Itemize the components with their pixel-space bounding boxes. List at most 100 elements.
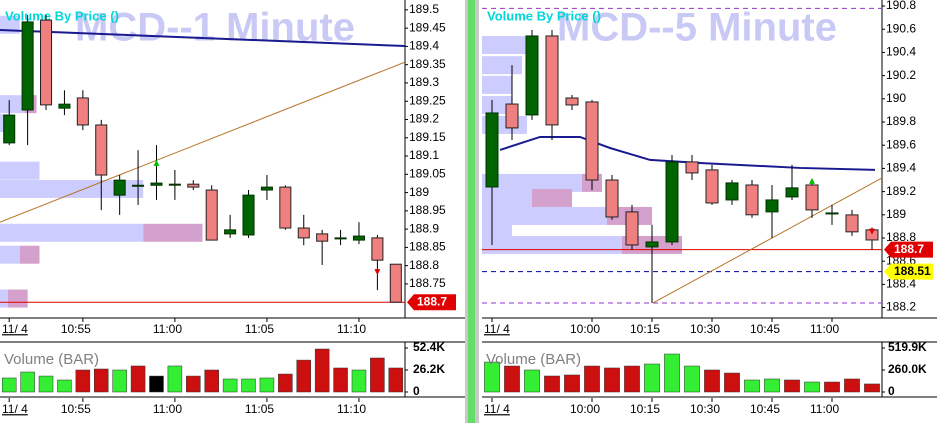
candle-body [625,211,639,246]
x-tick-label: 10:00 [570,402,600,416]
y-tick-label: 188.8 [886,230,916,244]
volume-bar [38,375,54,393]
overlay-line [0,61,406,223]
x-tick-label: 11:10 [337,322,366,336]
candle-body [21,21,34,111]
vbp-up [0,223,144,242]
volume-bar [204,369,219,393]
y-tick-label: 188.75 [409,276,446,290]
vbp-up [482,173,582,192]
volume-bar [259,377,275,393]
y-tick-label: 519.9K [888,340,927,354]
volume-bar [167,365,183,393]
candle-body [585,101,599,181]
x-tick-label: 11:00 [810,322,839,336]
price-level-label: 188.51 [894,264,931,278]
candle-body [705,169,719,204]
candle-body [260,186,273,191]
y-tick-label: 189.8 [886,114,916,128]
y-tick-label: 188.85 [409,240,446,254]
volume-bar [314,348,330,393]
y-tick-label: 189.6 [886,137,916,151]
candle-body [279,186,292,229]
candle-body [745,184,759,216]
vbp-up [0,245,20,264]
candle-body [525,35,539,116]
vbp-up [482,206,607,225]
candle-body [132,184,145,187]
volume-title: Volume (BAR) [4,351,99,368]
candle-body [187,183,200,188]
x-tick-label: 10:55 [61,322,91,336]
volume-bar [764,378,780,393]
volume-bar [804,381,820,393]
volume-bar [20,371,35,393]
y-tick-label: 190.4 [886,45,916,59]
volume-bar [388,367,404,393]
volume-bar [504,365,520,393]
vbp-up [482,75,512,94]
subtitle: Volume By Price () [5,8,119,23]
y-tick-label: 188.9 [409,221,439,235]
x-tick-label: 11/ 4 [484,402,510,416]
volume-bar [744,379,760,393]
vbp-down [532,188,572,207]
y-tick-label: 26.2K [413,362,445,376]
candle-body [605,179,619,218]
candle-body [845,214,859,233]
y-tick-label: 188.4 [886,277,916,291]
candle-body [297,227,310,239]
buy-signal [809,177,815,184]
x-tick-label: 11:05 [245,322,274,336]
y-tick-label: 189.4 [886,161,916,175]
candle-body [352,235,366,241]
y-tick-label: 188.95 [409,203,446,217]
volume-bar [584,365,600,393]
vbp-up [0,289,8,308]
volume-bar [75,369,91,393]
y-tick-label: 0 [888,384,895,398]
volume-bar [684,365,700,393]
y-tick-label: 189.2 [409,112,439,126]
y-tick-label: 189.3 [409,75,439,89]
x-tick-label: 10:45 [750,402,780,416]
candle-body [665,161,679,243]
x-tick-label: 10:15 [630,402,660,416]
sell-signal [869,228,875,235]
vbp-up [482,188,532,207]
sell-signal [374,269,381,276]
vbp-up [482,36,537,54]
candle-body [205,189,218,241]
vbp-up [482,95,512,114]
vbp-up [482,235,622,254]
x-tick-label: 10:00 [570,322,600,336]
candle-body [371,237,384,261]
x-tick-label: 11:05 [245,402,274,416]
candle-body [725,182,739,201]
volume-bar [844,378,860,393]
volume-bar [222,378,238,393]
x-tick-label: 11/ 4 [2,402,28,416]
vbp-up [482,220,512,239]
volume-bar [604,367,620,393]
x-tick-label: 11/ 4 [484,322,510,336]
x-tick-label: 11:00 [810,402,839,416]
volume-bar [724,372,740,393]
y-tick-label: 189.1 [409,148,439,162]
volume-bar [564,374,580,393]
y-tick-label: 189.4 [409,39,439,53]
volume-title: Volume (BAR) [486,351,581,368]
candle-body [95,124,108,176]
watermark-title: MCD--5 Minute [557,6,837,50]
vbp-down [7,289,28,308]
volume-bar [370,357,385,393]
y-tick-label: 190.6 [886,21,916,35]
x-tick-label: 11:00 [153,322,182,336]
volume-bar [624,365,640,393]
y-tick-label: 189.45 [409,20,446,34]
candle-body [150,182,163,186]
price-level-box [407,294,456,311]
volume-bar [864,383,880,393]
price-level-box [884,263,933,280]
